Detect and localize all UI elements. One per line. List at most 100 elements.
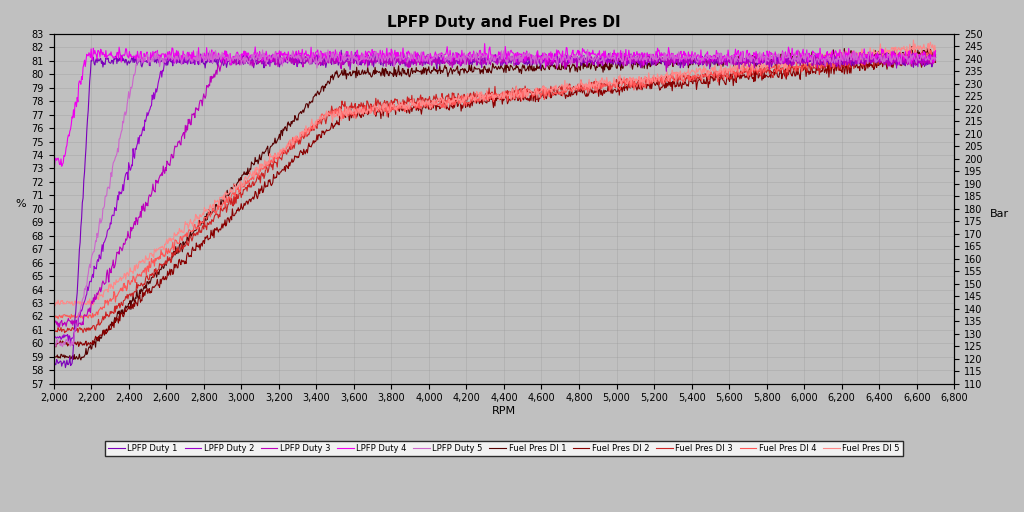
Title: LPFP Duty and Fuel Pres DI: LPFP Duty and Fuel Pres DI [387,15,621,30]
Fuel Pres DI 5 [345,108,357,114]
LPFP Duty 2 [431,60,443,66]
Fuel Pres DI 3 [920,51,932,57]
Fuel Pres DI 1 [75,357,87,363]
LPFP Duty 1 [165,59,177,65]
Fuel Pres DI 3 [197,223,209,229]
LPFP Duty 5 [512,53,524,59]
LPFP Duty 4 [478,40,490,47]
Fuel Pres DI 1 [431,67,443,73]
Fuel Pres DI 5 [431,101,443,107]
Fuel Pres DI 4 [930,49,942,55]
Fuel Pres DI 3 [345,100,357,106]
LPFP Duty 4 [197,53,209,59]
LPFP Duty 4 [345,48,357,54]
LPFP Duty 2 [290,49,302,55]
X-axis label: RPM: RPM [492,406,516,416]
Fuel Pres DI 1 [930,52,942,58]
LPFP Duty 3 [53,324,66,330]
LPFP Duty 3 [930,54,942,60]
LPFP Duty 4 [431,52,443,58]
LPFP Duty 5 [197,50,209,56]
LPFP Duty 3 [512,59,524,65]
Line: Fuel Pres DI 1: Fuel Pres DI 1 [53,47,936,360]
LPFP Duty 5 [582,47,594,53]
Line: LPFP Duty 3: LPFP Duty 3 [53,53,936,327]
Y-axis label: Bar: Bar [990,209,1009,219]
Fuel Pres DI 2 [930,59,942,66]
LPFP Duty 4 [47,150,59,156]
LPFP Duty 1 [930,57,942,63]
LPFP Duty 1 [59,365,72,371]
LPFP Duty 3 [345,58,357,64]
LPFP Duty 1 [47,361,59,367]
Line: LPFP Duty 4: LPFP Duty 4 [53,44,936,168]
LPFP Duty 2 [530,56,543,62]
Fuel Pres DI 1 [197,219,209,225]
Fuel Pres DI 3 [930,55,942,61]
LPFP Duty 1 [197,59,209,66]
Fuel Pres DI 4 [512,87,524,93]
Fuel Pres DI 1 [512,63,524,70]
LPFP Duty 3 [47,318,59,325]
Fuel Pres DI 1 [345,72,357,78]
Fuel Pres DI 3 [47,326,59,332]
Fuel Pres DI 2 [165,266,177,272]
LPFP Duty 5 [530,54,543,60]
LPFP Duty 5 [930,55,942,61]
Fuel Pres DI 5 [47,302,59,308]
LPFP Duty 3 [530,61,543,67]
LPFP Duty 4 [930,48,942,54]
Line: LPFP Duty 1: LPFP Duty 1 [53,50,936,368]
Line: Fuel Pres DI 5: Fuel Pres DI 5 [53,40,936,306]
Fuel Pres DI 4 [345,112,357,118]
Fuel Pres DI 4 [52,316,65,322]
LPFP Duty 1 [431,56,443,62]
Line: Fuel Pres DI 4: Fuel Pres DI 4 [53,49,936,319]
Fuel Pres DI 4 [530,89,543,95]
Fuel Pres DI 2 [50,344,62,350]
LPFP Duty 4 [530,49,543,55]
LPFP Duty 2 [930,54,942,60]
Fuel Pres DI 5 [512,94,524,100]
LPFP Duty 2 [512,61,524,68]
Fuel Pres DI 4 [431,101,443,107]
Fuel Pres DI 3 [512,96,524,102]
LPFP Duty 3 [679,50,691,56]
LPFP Duty 3 [165,151,177,157]
LPFP Duty 5 [345,59,357,65]
Line: LPFP Duty 2: LPFP Duty 2 [53,52,936,344]
LPFP Duty 2 [165,57,177,63]
LPFP Duty 5 [47,343,59,349]
LPFP Duty 1 [530,62,543,68]
Fuel Pres DI 1 [906,44,919,50]
LPFP Duty 1 [335,47,347,53]
LPFP Duty 4 [512,54,524,60]
Fuel Pres DI 5 [49,303,61,309]
Fuel Pres DI 2 [906,52,919,58]
Fuel Pres DI 3 [58,330,71,336]
Legend: LPFP Duty 1, LPFP Duty 2, LPFP Duty 3, LPFP Duty 4, LPFP Duty 5, Fuel Pres DI 1,: LPFP Duty 1, LPFP Duty 2, LPFP Duty 3, L… [105,441,903,457]
LPFP Duty 1 [346,56,358,62]
LPFP Duty 4 [48,165,60,171]
Fuel Pres DI 4 [47,311,59,317]
Fuel Pres DI 4 [197,220,209,226]
LPFP Duty 2 [65,340,77,347]
Fuel Pres DI 3 [530,90,543,96]
Fuel Pres DI 5 [165,238,177,244]
Line: Fuel Pres DI 2: Fuel Pres DI 2 [53,55,936,347]
Fuel Pres DI 3 [431,95,443,101]
Fuel Pres DI 1 [165,258,177,264]
Fuel Pres DI 2 [431,102,443,109]
Fuel Pres DI 2 [345,115,357,121]
LPFP Duty 3 [197,96,209,102]
Fuel Pres DI 2 [530,91,543,97]
LPFP Duty 3 [431,55,443,61]
Fuel Pres DI 2 [512,97,524,103]
Y-axis label: %: % [15,199,26,209]
Fuel Pres DI 3 [165,259,177,265]
LPFP Duty 2 [346,58,358,65]
LPFP Duty 5 [56,344,69,350]
Fuel Pres DI 1 [47,352,59,358]
Fuel Pres DI 5 [530,85,543,91]
Fuel Pres DI 4 [165,245,177,251]
